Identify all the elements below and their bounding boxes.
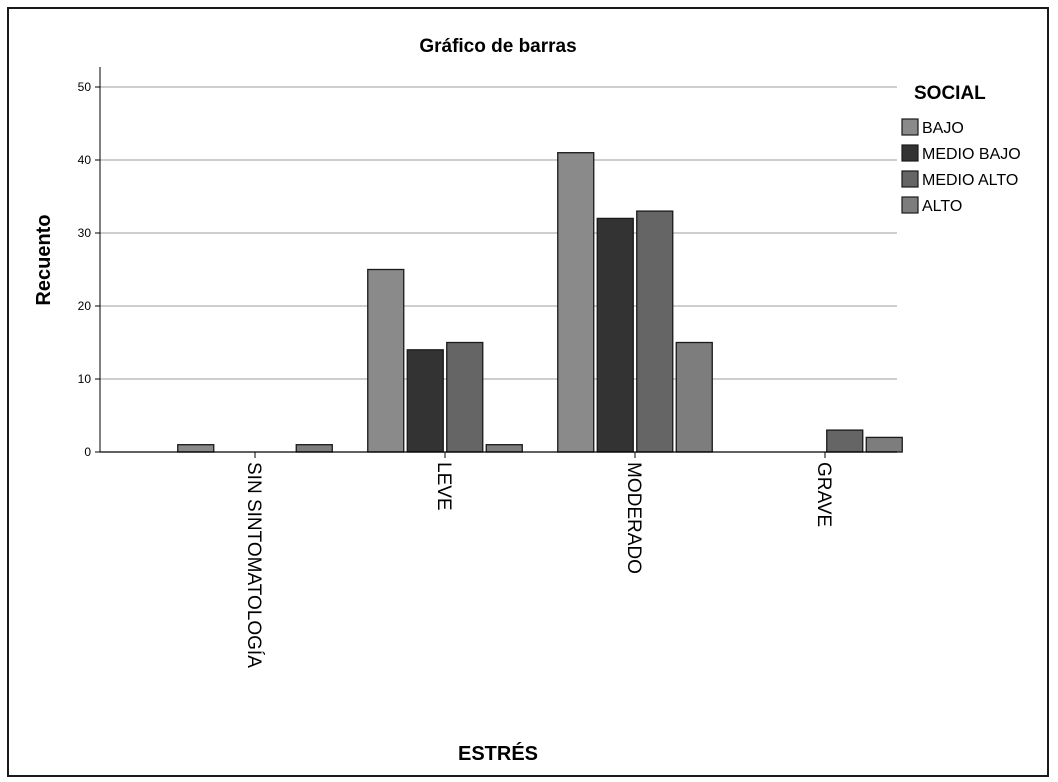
chart-title: Gráfico de barras (419, 36, 576, 57)
legend-swatch-3 (901, 196, 919, 214)
legend-swatch-0 (901, 118, 919, 136)
y-tick-label-0: 0 (84, 445, 91, 459)
legend-title: SOCIAL (914, 83, 986, 104)
bar-3-2 (826, 429, 864, 453)
bar-2-2 (636, 210, 674, 453)
bar-0-3 (295, 444, 333, 453)
legend-label-0: BAJO (922, 120, 964, 137)
bar-0-0 (177, 444, 215, 453)
x-tick-label-1: LEVE (433, 462, 454, 511)
bar-2-0 (557, 152, 595, 453)
x-tick-label-3: GRAVE (813, 462, 834, 527)
bar-2-3 (675, 341, 713, 453)
legend-swatch-1 (901, 144, 919, 162)
bar-3-3 (865, 436, 903, 453)
bar-1-0 (367, 268, 405, 453)
bar-1-2 (446, 341, 484, 453)
legend-label-1: MEDIO BAJO (922, 146, 1021, 163)
y-tick-label-40: 40 (78, 153, 92, 167)
legend-label-3: ALTO (922, 198, 962, 215)
bar-1-3 (485, 444, 523, 453)
y-axis-title: Recuento (33, 214, 55, 305)
legend-swatch-2 (901, 170, 919, 188)
x-tick-label-2: MODERADO (623, 462, 644, 574)
bar-2-1 (596, 217, 634, 453)
bar-1-1 (406, 349, 444, 453)
y-tick-label-20: 20 (78, 299, 92, 313)
y-tick-label-30: 30 (78, 226, 92, 240)
y-tick-label-10: 10 (78, 372, 92, 386)
legend-label-2: MEDIO ALTO (922, 172, 1018, 189)
chart-frame (7, 7, 1049, 777)
y-tick-label-50: 50 (78, 80, 92, 94)
x-tick-label-0: SIN SINTOMATOLOGÍA (243, 462, 264, 668)
x-axis-title: ESTRÉS (458, 742, 538, 765)
